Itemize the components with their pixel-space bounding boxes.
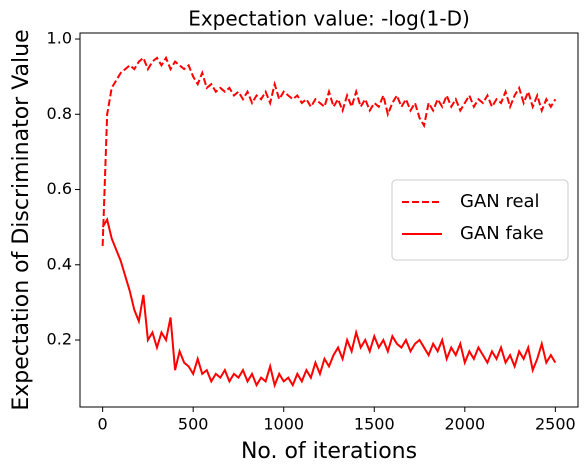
x-tick-label: 1000 [263,415,304,434]
x-axis-label: No. of iterations [241,439,417,464]
x-tick-label: 2500 [535,415,576,434]
chart-title: Expectation value: -log(1-D) [188,7,470,31]
y-tick-label: 0.8 [47,104,72,123]
legend-label: GAN real [460,191,540,212]
x-tick-label: 0 [98,415,108,434]
x-tick-label: 2000 [444,415,485,434]
y-tick-label: 0.4 [47,254,72,273]
y-tick-label: 1.0 [47,29,72,48]
legend-label: GAN fake [460,223,544,244]
plot-frame [79,32,579,408]
y-tick-label: 0.6 [47,179,72,198]
series-line [101,217,557,389]
series-line [101,55,557,246]
y-axis-label: Expectation of Discriminator Value [9,29,34,410]
x-tick-label: 1500 [354,415,395,434]
x-tick-label: 500 [178,415,209,434]
legend-box [391,179,569,261]
y-tick-label: 0.2 [47,330,72,349]
